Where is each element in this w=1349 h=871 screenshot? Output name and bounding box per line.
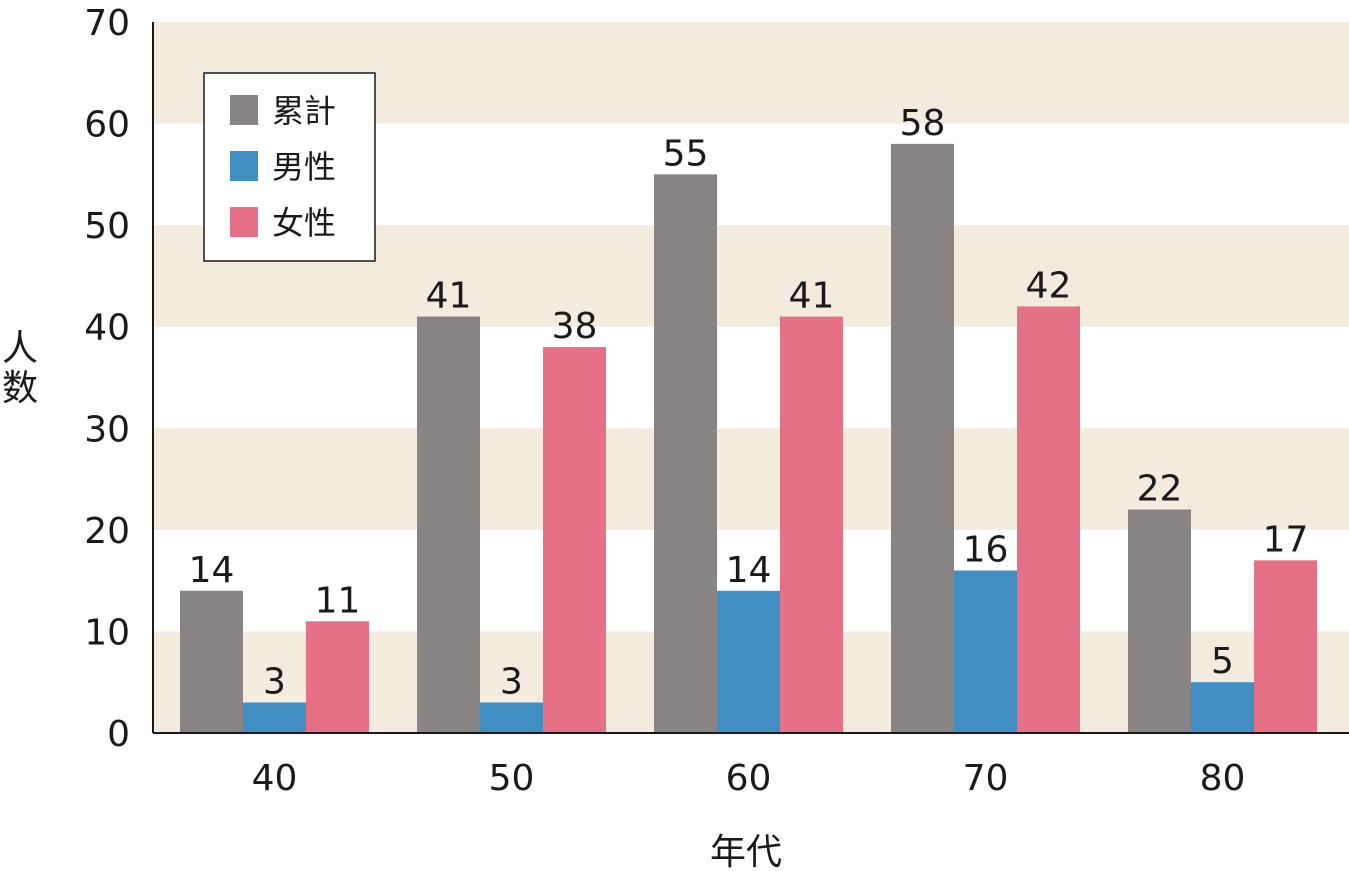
y-tick-label: 40 [84, 308, 130, 349]
legend-label: 男性 [272, 148, 336, 186]
x-tick-label: 40 [252, 758, 298, 799]
data-labels-group: 14 3 11 41 3 38 55 14 41 58 16 42 22 5 17 [189, 103, 1309, 703]
y-tick-label: 30 [84, 409, 130, 450]
y-tick-labels: 0 10 20 30 40 50 60 70 [84, 3, 130, 755]
data-label: 22 [1137, 469, 1183, 510]
legend-swatch [230, 207, 258, 237]
bars-group [180, 143, 1317, 733]
bar-total [180, 590, 243, 733]
y-axis-title: 人数 [2, 328, 38, 409]
data-label: 5 [1211, 641, 1234, 682]
bar-male [954, 570, 1017, 733]
y-tick-label: 60 [84, 105, 130, 146]
bar-male [243, 702, 306, 733]
data-label: 41 [426, 276, 472, 317]
data-label: 42 [1026, 265, 1072, 306]
bar-male [480, 702, 543, 733]
data-label: 41 [789, 276, 835, 317]
y-tick-label: 50 [84, 206, 130, 247]
x-axis-title: 年代 [710, 832, 782, 871]
y-tick-label: 10 [84, 612, 130, 653]
bar-male [1191, 682, 1254, 733]
data-label: 55 [663, 133, 709, 174]
y-tick-label: 0 [107, 714, 130, 755]
data-label: 14 [726, 550, 772, 591]
y-tick-label: 20 [84, 511, 130, 552]
bar-male [717, 590, 780, 733]
y-tick-label: 70 [84, 3, 130, 44]
bar-female [543, 347, 606, 733]
legend-label: 累計 [272, 92, 336, 130]
bar-female [306, 621, 369, 733]
data-label: 14 [189, 550, 235, 591]
bar-total [891, 143, 954, 733]
data-label: 38 [552, 306, 598, 347]
x-tick-label: 70 [963, 758, 1009, 799]
legend-label: 女性 [272, 204, 336, 242]
bar-female [1254, 560, 1317, 733]
legend-swatch [230, 151, 258, 181]
bar-total [654, 174, 717, 733]
x-tick-label: 60 [726, 758, 772, 799]
data-label: 17 [1263, 519, 1309, 560]
x-tick-label: 80 [1200, 758, 1246, 799]
background-band [153, 326, 1349, 429]
data-label: 58 [900, 103, 946, 144]
bar-total [1128, 509, 1191, 733]
x-tick-labels: 40 50 60 70 80 [252, 758, 1246, 799]
y-axis-title-char: 人 [2, 328, 38, 369]
bar-female [780, 316, 843, 733]
x-tick-label: 50 [489, 758, 535, 799]
legend-swatch [230, 95, 258, 125]
data-label: 16 [963, 529, 1009, 570]
data-label: 3 [500, 662, 523, 703]
data-label: 11 [315, 580, 361, 621]
bar-female [1017, 306, 1080, 733]
bar-total [417, 316, 480, 733]
y-axis-title-char: 数 [2, 368, 38, 409]
data-label: 3 [263, 662, 286, 703]
